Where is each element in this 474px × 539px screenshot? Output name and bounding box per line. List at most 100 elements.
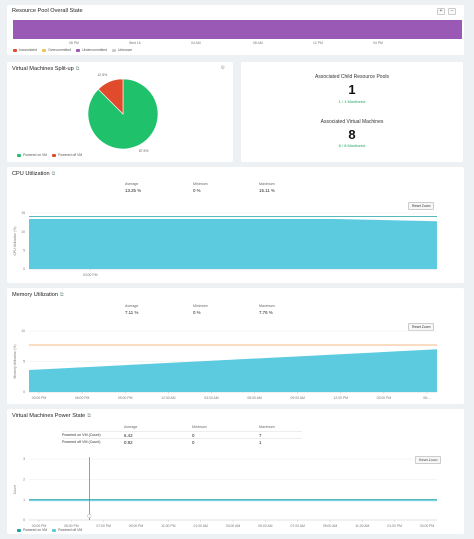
power-row-maximum: 1: [259, 440, 262, 445]
power-header-minimum: Minimum: [192, 425, 207, 429]
power-row-average: 6.42: [124, 433, 133, 438]
y-tick-label: 5: [23, 249, 25, 253]
vm-split-card: Virtual Machines Split-up ⧉ ⚙ 87.5% 12.5%…: [7, 62, 233, 162]
vms-count: 8: [348, 127, 356, 142]
power-row: Powered on VM (Count) 6.42 0 7: [62, 431, 302, 438]
vms-label: Associated Virtual Machines: [320, 119, 384, 125]
tick: 04 AM: [191, 41, 201, 45]
y-tick-label: 2: [23, 478, 25, 482]
cpu-maximum: 15.11 %: [259, 188, 275, 193]
cpu-reset-zoom-button[interactable]: Reset Zoom: [408, 202, 435, 210]
y-tick-label: 10: [21, 230, 25, 234]
state-legend: Inconsistent Overcommitted Undercommitte…: [13, 48, 132, 52]
event-marker-dot[interactable]: [87, 513, 92, 518]
x-tick-label: 12:00 PM: [334, 396, 349, 400]
x-tick-label: 01:00 AM: [194, 524, 209, 528]
power-header-maximum: Maximum: [259, 425, 275, 429]
pie-label-powered-off: 12.5%: [97, 73, 107, 77]
pie-legend: Powered on VM Powered off VM: [17, 153, 82, 157]
x-tick-label: 06:00 PM: [75, 396, 90, 400]
power-chart[interactable]: 3 2 1 0 Count 03:00 PM 05:00 PM 07:00 PM 09:00 P…: [7, 409, 464, 534]
y-tick-label: 1: [23, 498, 25, 502]
legend-powered-on[interactable]: Powered on VM: [17, 528, 47, 532]
x-tick-label: 06:00 AM: [247, 396, 262, 400]
x-tick-label: 06:...: [423, 396, 431, 400]
external-link-icon[interactable]: ⧉: [87, 413, 91, 419]
x-tick-label: 03:00 AM: [204, 396, 219, 400]
associated-card: Associated Child Resource Pools 1 1 / 1 …: [241, 62, 463, 162]
cpu-minimum: 0 %: [193, 188, 201, 193]
y-tick-label: 5: [23, 360, 25, 364]
vm-split-title: Virtual Machines Split-up ⧉: [12, 66, 80, 72]
legend-overcommitted[interactable]: Overcommitted: [42, 48, 71, 52]
power-row-minimum: 0: [192, 440, 195, 445]
external-link-icon[interactable]: ⧉: [75, 66, 80, 72]
memory-maximum-label: Maximum: [259, 304, 275, 308]
legend-unknown[interactable]: Unknown: [111, 48, 132, 52]
x-tick-label: 11:00 PM: [161, 524, 175, 528]
power-row: Powered off VM (Count) 0.92 0 1: [62, 438, 302, 445]
area-series[interactable]: [29, 218, 437, 269]
x-tick-label: 05:00 PM: [64, 524, 79, 528]
external-link-icon[interactable]: ⧉: [60, 292, 64, 298]
x-tick-label: 03:00 PM: [83, 273, 98, 277]
x-tick-label: 12:00 AM: [161, 396, 176, 400]
cpu-average-label: Average: [125, 182, 139, 186]
tick: 08 AM: [253, 41, 263, 45]
power-reset-zoom-button[interactable]: Reset Zoom: [415, 456, 442, 464]
power-header-average: Average: [124, 425, 138, 429]
x-tick-label: 09:00 AM: [323, 524, 338, 528]
x-tick-label: 09:00 PM: [129, 524, 144, 528]
cpu-chart[interactable]: 15 10 5 0 CPU Utilization (%) 03:00 PM: [7, 167, 464, 283]
pools-count: 1: [348, 82, 356, 97]
tick: Wed 16: [129, 41, 141, 45]
y-tick-label: 3: [23, 457, 25, 461]
memory-average-label: Average: [125, 304, 139, 308]
y-axis-label: Memory Utilization (%): [13, 344, 17, 378]
tick: 04 PM: [373, 41, 383, 45]
power-card: Virtual Machines Power State ⧉ Average Mi…: [7, 409, 464, 534]
zoom-out-button[interactable]: −: [448, 8, 456, 15]
memory-card: Memory Utilization ⧉ Average 7.11 % Minim…: [7, 288, 464, 404]
memory-average: 7.11 %: [125, 310, 139, 315]
cpu-card: CPU Utilization ⧉ Average 13.25 % Minimum…: [7, 167, 464, 283]
legend-powered-off[interactable]: Powered off VM: [52, 153, 82, 157]
state-bar[interactable]: [13, 20, 462, 39]
y-tick-label: 0: [23, 390, 25, 394]
state-axis: 08 PM Wed 16 04 AM 08 AM 12 PM 04 PM: [13, 41, 462, 47]
cpu-minimum-label: Minimum: [193, 182, 208, 186]
y-axis-label: Count: [13, 485, 17, 494]
power-row-maximum: 7: [259, 433, 262, 438]
area-series[interactable]: [29, 349, 437, 392]
y-tick-label: 0: [23, 518, 25, 522]
x-tick-label: 11:00 AM: [355, 524, 369, 528]
x-tick-label: 09:00 AM: [291, 396, 306, 400]
resource-pool-title: Resource Pool Overall State: [12, 8, 83, 14]
legend-powered-off[interactable]: Powered off VM: [52, 528, 82, 532]
cpu-maximum-label: Maximum: [259, 182, 275, 186]
memory-maximum: 7.76 %: [259, 310, 273, 315]
pools-monitored-link[interactable]: 1 / 1 Monitored: [338, 99, 366, 104]
power-row-label: Powered on VM (Count): [62, 433, 101, 437]
x-tick-label: 03:00 PM: [377, 396, 392, 400]
pie-slice-powered-off[interactable]: [97, 78, 124, 115]
y-tick-label: 10: [21, 329, 25, 333]
tick: 12 PM: [313, 41, 323, 45]
cpu-title: CPU Utilization ⧉: [12, 171, 56, 177]
zoom-in-button[interactable]: +: [437, 8, 445, 15]
settings-icon[interactable]: ⚙: [220, 65, 225, 71]
memory-chart[interactable]: 10 5 0 Memory Utilization (%) 03:00 PM 06:00 …: [7, 288, 464, 404]
vms-monitored-link[interactable]: 8 / 8 Monitored: [338, 143, 366, 148]
legend-powered-on[interactable]: Powered on VM: [17, 153, 47, 157]
power-row-average: 0.92: [124, 440, 133, 445]
power-row-label: Powered off VM (Count): [62, 440, 101, 444]
x-tick-label: 05:00 AM: [258, 524, 273, 528]
x-tick-label: 03:00 PM: [32, 396, 47, 400]
legend-undercommitted[interactable]: Undercommitted: [76, 48, 107, 52]
x-tick-label: 07:00 PM: [96, 524, 111, 528]
legend-inconsistent[interactable]: Inconsistent: [13, 48, 37, 52]
memory-minimum-label: Minimum: [193, 304, 208, 308]
external-link-icon[interactable]: ⧉: [51, 171, 56, 177]
memory-reset-zoom-button[interactable]: Reset Zoom: [408, 323, 435, 331]
memory-title: Memory Utilization ⧉: [12, 292, 64, 298]
